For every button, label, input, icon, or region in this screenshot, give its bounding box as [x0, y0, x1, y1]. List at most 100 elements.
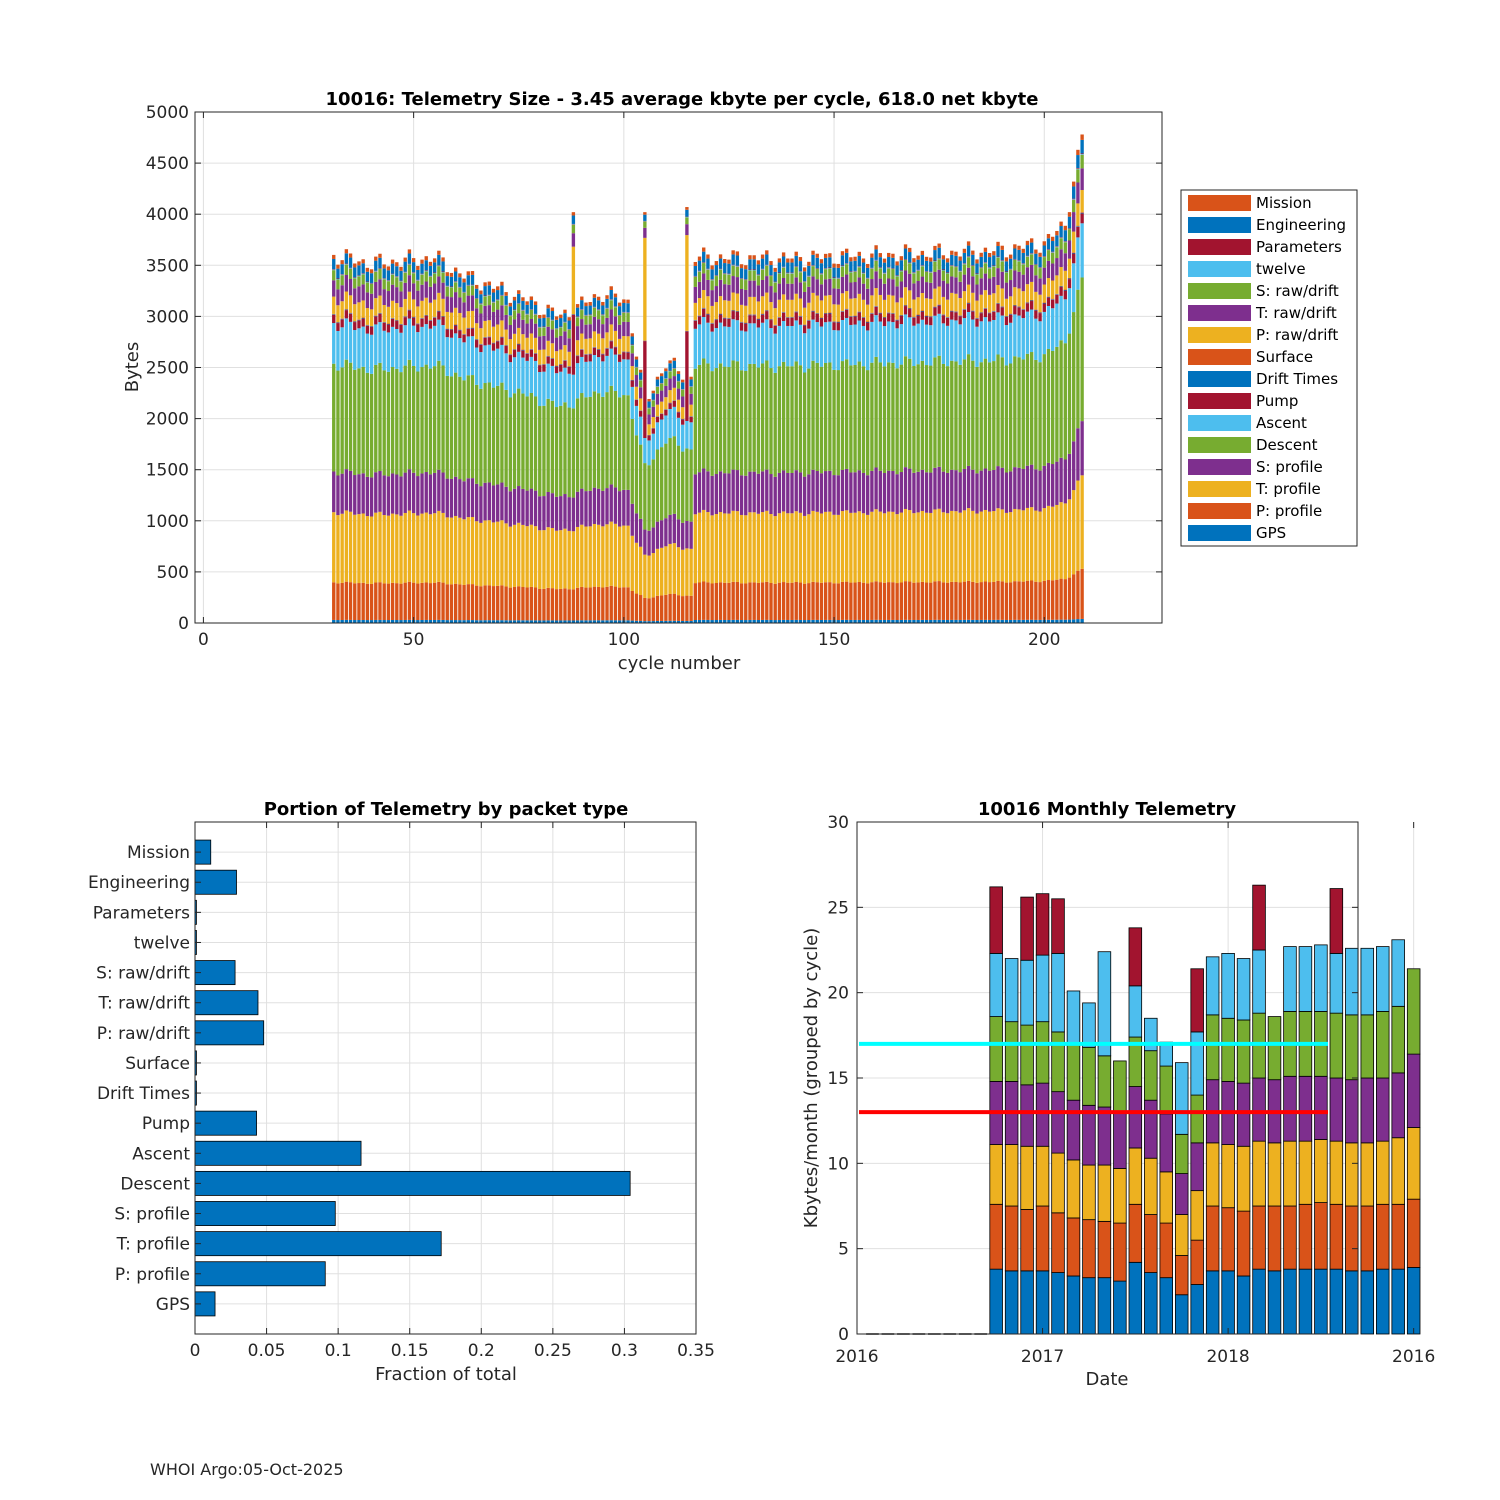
c1-bar-segment	[584, 397, 588, 492]
c1-bar-segment	[647, 530, 651, 556]
c1-bar-segment	[500, 382, 504, 483]
c1-bar-segment	[672, 620, 676, 623]
c1-bar-segment	[798, 619, 803, 623]
c1-bar-segment	[664, 409, 668, 416]
c1-bar-segment	[458, 273, 462, 278]
c3-bars	[866, 884, 1421, 1335]
c1-bar-segment	[962, 263, 967, 265]
c1-bar-segment	[378, 268, 382, 269]
c1-bar-segment	[954, 277, 958, 294]
c1-bar-segment	[634, 405, 639, 436]
c1-bar-segment	[866, 475, 870, 515]
c1-bar-segment	[697, 260, 702, 271]
c1-bar-segment	[479, 344, 483, 353]
c1-bar-segment	[861, 513, 866, 583]
c1-bar-segment	[441, 257, 445, 262]
c1-bar-segment	[878, 362, 882, 471]
c1-bar-segment	[1029, 264, 1034, 282]
c1-bar-segment	[470, 295, 475, 311]
c1-bar-segment	[458, 584, 462, 621]
c3-bar-segment	[1205, 1014, 1220, 1081]
c3-bar-segment	[1113, 1168, 1127, 1224]
c1-bar-segment	[378, 279, 382, 296]
c1-bar-segment	[1042, 465, 1046, 509]
c1-bar-segment	[849, 315, 853, 317]
c1-bar-segment	[1051, 299, 1055, 309]
c1-bar-segment	[563, 309, 567, 314]
c1-bar-segment	[365, 267, 370, 272]
c1-bar-cycle	[887, 252, 891, 623]
c1-bar-segment	[390, 273, 395, 275]
c1-bar-cycle	[575, 304, 580, 623]
c1-bar-segment	[924, 315, 929, 317]
c3-bar-segment	[1097, 1106, 1112, 1166]
c1-bar-cycle	[1034, 249, 1038, 623]
c1-bar-segment	[1013, 259, 1017, 261]
c1-bar-segment	[1000, 306, 1004, 307]
c1-bar-segment	[449, 276, 454, 287]
c1-bar-segment	[357, 514, 361, 584]
c1-bar-cycle	[1059, 221, 1063, 623]
c1-bar-segment	[1038, 294, 1042, 313]
c1-bar-segment	[592, 487, 597, 524]
c1-bar-segment	[550, 620, 555, 623]
c3-bar-segment	[1020, 1270, 1034, 1335]
c1-bar-segment	[849, 316, 853, 325]
c1-bar-segment	[676, 381, 681, 389]
c1-bar-segment	[437, 292, 441, 311]
c1-bar-segment	[748, 315, 752, 324]
c1-bar-segment	[546, 340, 550, 356]
c1-bar-segment	[538, 371, 542, 407]
c1-bar-segment	[374, 271, 378, 272]
c1-bar-segment	[651, 621, 655, 623]
c1-bar-segment	[908, 510, 912, 582]
c1-bar-segment	[731, 250, 735, 255]
c1-bar-segment	[828, 511, 832, 583]
c1-bar-segment	[861, 258, 866, 263]
c1-bar-segment	[836, 288, 840, 305]
c1-bar-segment	[681, 424, 685, 452]
c1-bar-segment	[336, 279, 340, 290]
c1-bar-segment	[945, 317, 950, 326]
c1-bar-cycle	[786, 258, 790, 623]
c1-bar-segment	[554, 620, 559, 623]
c3-bar-segment	[1252, 1140, 1266, 1207]
c1-bar-segment	[1013, 244, 1017, 249]
c1-bar-segment	[689, 521, 693, 549]
c1-bar-segment	[512, 310, 517, 320]
c1-bar-segment	[992, 276, 996, 294]
c1-bar-segment	[411, 513, 416, 583]
c1-bar-cycle	[899, 256, 904, 623]
c1-bar-segment	[752, 314, 756, 315]
c1-bar-segment	[1029, 242, 1034, 254]
c1-bar-segment	[496, 300, 500, 310]
c1-bar-cycle	[895, 261, 899, 623]
c1-bar-segment	[613, 523, 618, 587]
c1-bar-segment	[521, 350, 525, 358]
c1-bar-segment	[1072, 490, 1076, 575]
c1-bar-segment	[840, 581, 845, 620]
c1-bar-cycle	[609, 286, 613, 623]
c1-bar-segment	[622, 395, 626, 490]
c1-bar-segment	[483, 305, 487, 321]
c1-bar-segment	[929, 272, 933, 273]
c1-bar-segment	[769, 286, 773, 303]
c1-bar-segment	[723, 263, 727, 274]
c1-bar-segment	[601, 361, 605, 397]
c1-bar-segment	[945, 299, 950, 317]
c1-bar-segment	[996, 302, 1000, 304]
c1-bar-segment	[546, 317, 550, 327]
c1-bar-segment	[987, 470, 992, 512]
c1-bar-segment	[992, 266, 996, 277]
c1-bar-segment	[411, 272, 416, 274]
c1-bar-segment	[891, 322, 895, 363]
c1-bar-segment	[525, 490, 529, 527]
c1-bar-segment	[937, 304, 941, 306]
c1-bar-segment	[945, 317, 950, 318]
c1-bar-segment	[609, 620, 613, 623]
c1-bar-cycle	[891, 253, 895, 623]
c1-bar-segment	[916, 314, 920, 315]
c1-bar-cycle	[521, 297, 525, 623]
c1-bar-segment	[407, 291, 412, 310]
